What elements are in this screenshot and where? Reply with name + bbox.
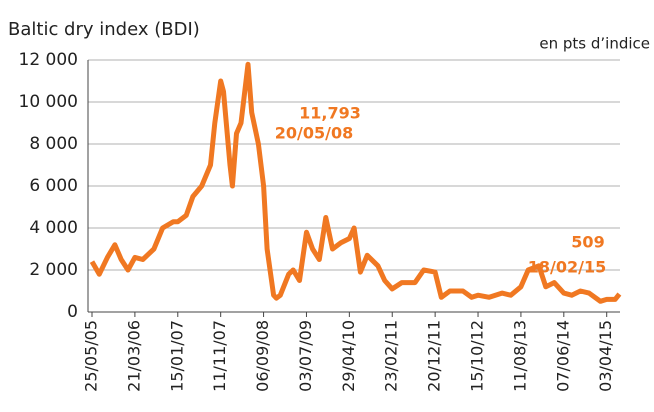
x-tick-label: 15/01/07	[167, 320, 186, 392]
data-line	[89, 61, 622, 304]
y-tick-label: 12 000	[19, 50, 78, 70]
y-tick-label: 10 000	[19, 92, 78, 112]
x-tick-label: 06/09/08	[253, 320, 272, 392]
chart-title: Baltic dry index (BDI)	[8, 19, 200, 40]
x-tick-label: 11/11/07	[210, 320, 229, 392]
y-tick-label: 0	[67, 302, 78, 322]
annotation: 11,793	[299, 104, 361, 123]
x-tick-label: 03/04/15	[596, 320, 615, 392]
x-tick-label: 21/03/06	[124, 320, 143, 392]
annotation: 509	[571, 233, 604, 252]
x-tick-label: 20/12/11	[425, 320, 444, 392]
x-tick-label: 23/02/11	[382, 320, 401, 392]
y-tick-label: 6 000	[29, 176, 78, 196]
x-tick-label: 29/04/10	[339, 320, 358, 392]
chart-subtitle: en pts d’indice	[539, 35, 650, 53]
x-tick-label: 25/05/05	[82, 320, 101, 392]
y-tick-label: 4 000	[29, 218, 78, 238]
annotation: 20/05/08	[275, 124, 353, 143]
y-tick-label: 2 000	[29, 260, 78, 280]
annotation: 18/02/15	[528, 258, 606, 277]
x-tick-label: 15/10/12	[468, 320, 487, 392]
y-tick-label: 8 000	[29, 134, 78, 154]
x-tick-label: 07/06/14	[553, 320, 572, 392]
x-tick-label: 11/08/13	[510, 320, 529, 392]
x-tick-label: 03/07/09	[296, 320, 315, 392]
